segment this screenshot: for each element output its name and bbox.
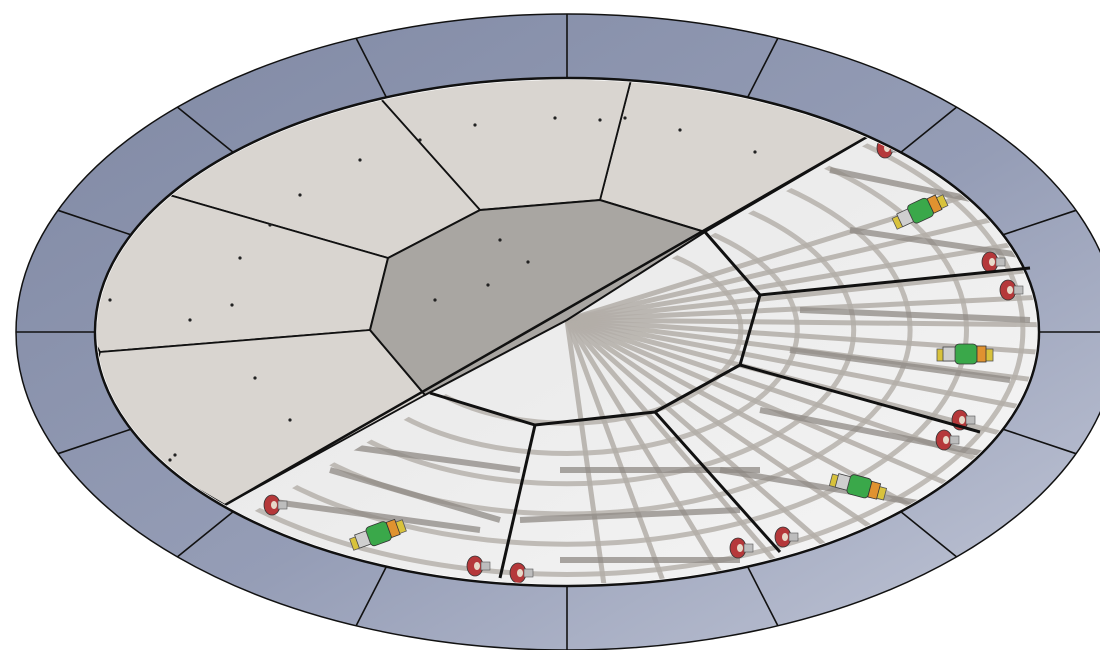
deck-bolt xyxy=(358,158,362,162)
deck-bolt xyxy=(753,150,757,154)
deck-bolt xyxy=(268,223,272,227)
frame-radial-beam xyxy=(566,317,1037,367)
deck-bolt xyxy=(188,318,192,322)
frame-cross-member xyxy=(789,347,1011,383)
frame-cross-member xyxy=(799,307,1031,323)
ring-seam xyxy=(900,106,958,154)
frame-cross-member xyxy=(259,497,481,533)
frame-cross-member xyxy=(849,227,1021,258)
frame-radial-beam xyxy=(566,317,1037,474)
drive-motor xyxy=(891,194,949,230)
frame-radial-beam xyxy=(566,213,1037,323)
ring-seam xyxy=(355,566,388,627)
ring-seam xyxy=(57,209,132,236)
deck-bolt xyxy=(433,298,437,302)
deck-split-line xyxy=(224,116,901,507)
deck-bolt xyxy=(173,453,177,457)
frame-radial-beam xyxy=(566,178,1037,323)
deck-bolt xyxy=(298,193,302,197)
deck-bolt xyxy=(486,283,490,287)
drive-wheel xyxy=(999,279,1024,301)
frame-radial-beam xyxy=(566,249,1037,323)
deck-bolt xyxy=(238,256,242,260)
drive-wheel xyxy=(729,537,754,559)
ring-seam xyxy=(1002,209,1077,236)
ring-seam xyxy=(57,428,132,455)
ring-seam xyxy=(900,510,958,558)
ring-seam xyxy=(746,566,779,627)
center-hub xyxy=(368,198,708,397)
deck-bolt xyxy=(623,116,627,120)
frame-cross-member xyxy=(519,507,741,523)
frame-section-outlines xyxy=(429,231,1031,579)
ring-seam xyxy=(746,37,779,98)
deck-bolt xyxy=(473,123,477,127)
deck-bolt xyxy=(598,118,602,122)
ring-seam xyxy=(1002,428,1077,455)
deck-bolt xyxy=(288,418,292,422)
ring-segment-seams xyxy=(16,14,1100,650)
drive-wheel xyxy=(466,555,491,577)
frame-divider-1 xyxy=(759,266,1031,297)
deck-bolt xyxy=(678,128,682,132)
ring-seam xyxy=(176,106,234,154)
drive-motor xyxy=(936,343,994,365)
deck-bolt xyxy=(168,458,172,462)
ring-seam xyxy=(176,510,234,558)
deck-bolt xyxy=(253,376,257,380)
deck-bolt xyxy=(553,116,557,120)
frame-equipment xyxy=(263,137,1024,584)
frame-cross-member xyxy=(329,467,501,523)
drive-motor xyxy=(349,518,407,551)
frame-cross-member xyxy=(719,467,931,508)
drive-motor xyxy=(828,473,888,501)
frame-divider-4 xyxy=(498,424,537,579)
deck-panel-5 xyxy=(97,329,427,507)
deck-bolt xyxy=(498,238,502,242)
frame-divider-3 xyxy=(653,411,782,553)
frame-radial-beam xyxy=(566,286,1037,323)
drive-wheel xyxy=(509,562,534,584)
ring-seam xyxy=(355,37,388,98)
drive-wheel xyxy=(263,494,288,516)
frame-divider-2 xyxy=(739,363,981,434)
frame-radial-beam xyxy=(566,317,1037,329)
drive-wheel xyxy=(935,429,960,451)
deck-bolt xyxy=(108,298,112,302)
deck-bolt xyxy=(230,303,234,307)
deck-bolt xyxy=(526,260,530,264)
frame-inner-ring xyxy=(429,231,762,427)
deck-bolt xyxy=(418,138,422,142)
drive-wheel xyxy=(774,526,799,548)
frame-radial-beam xyxy=(566,317,1037,440)
frame-cross-member xyxy=(759,407,991,458)
